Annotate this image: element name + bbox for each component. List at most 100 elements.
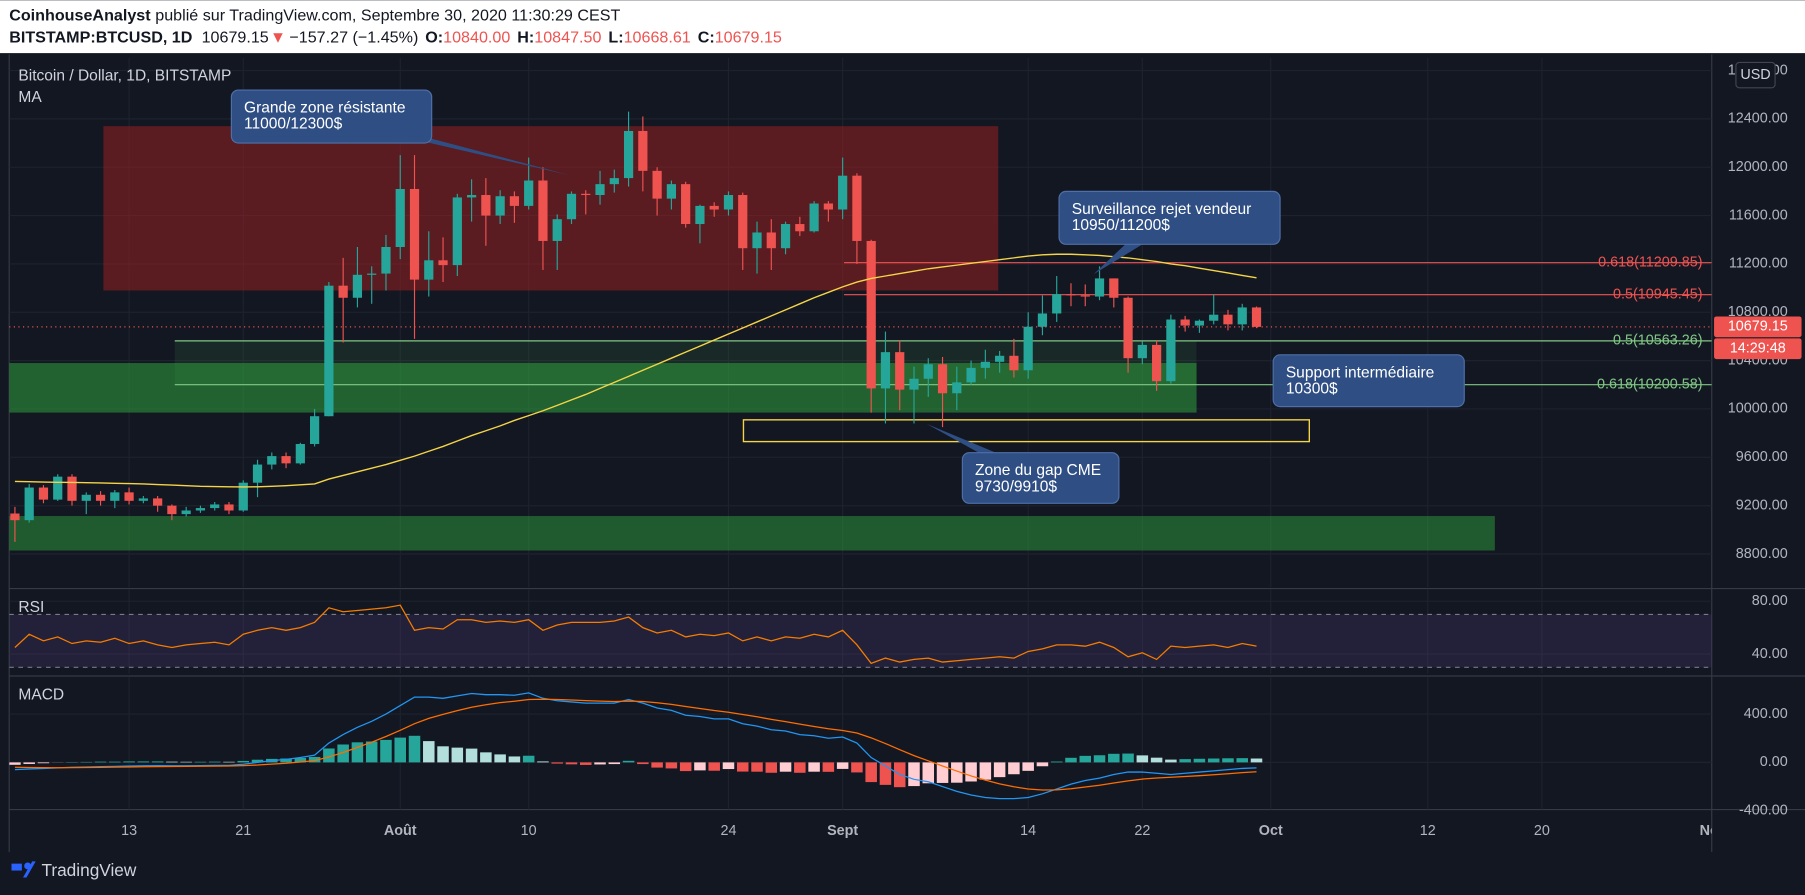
histogram-bar <box>580 762 592 765</box>
histogram-bar <box>1108 753 1120 763</box>
candle-body <box>838 175 848 210</box>
fib-label: 0.5(10563.26) <box>1613 333 1703 349</box>
candle-body <box>709 205 719 210</box>
histogram-bar <box>508 756 521 763</box>
histogram-bar <box>451 747 464 763</box>
candle-body <box>153 498 163 506</box>
histogram-bar <box>979 762 992 780</box>
ohlc-key: C: <box>698 29 715 47</box>
candle-body <box>1066 294 1076 296</box>
histogram-bar <box>380 739 392 763</box>
histogram-bar <box>437 746 449 763</box>
histogram-bar <box>323 748 335 763</box>
candle-body <box>295 444 305 464</box>
histogram-bar <box>365 741 378 763</box>
x-tick-label: Oct <box>1259 823 1283 839</box>
histogram-bar <box>1136 755 1149 763</box>
zone <box>742 419 1311 443</box>
candle-body <box>238 482 248 511</box>
callout-text: 10300$ <box>1286 380 1338 397</box>
histogram-bar <box>208 761 221 763</box>
currency-box[interactable] <box>1735 61 1776 89</box>
histogram-bar <box>993 762 1006 778</box>
ohlc-value: 10847.50 <box>534 29 601 47</box>
pane-title: Bitcoin / Dollar, 1D, BITSTAMP <box>18 67 231 84</box>
histogram-bar <box>1179 759 1191 763</box>
histogram-bar <box>394 737 406 763</box>
candle-body <box>695 205 705 225</box>
y-tick-label: 11600.00 <box>1729 207 1788 223</box>
ohlc-value: 10840.00 <box>443 29 510 47</box>
x-tick-label: 10 <box>521 823 537 839</box>
histogram-bar <box>936 762 949 783</box>
y-tick-label: 9600.00 <box>1736 449 1788 465</box>
candle-body <box>138 498 148 501</box>
y-tick-label: 400.00 <box>1744 706 1788 722</box>
candle-body <box>1109 278 1119 298</box>
signal-line <box>14 698 1257 791</box>
callout-text: 11000/12300$ <box>244 116 343 133</box>
histogram-bar <box>1093 755 1106 763</box>
histogram-bar <box>1193 758 1206 763</box>
x-tick-label: 22 <box>1134 823 1150 839</box>
candle-body <box>38 487 49 500</box>
candle-body <box>1152 344 1162 382</box>
histogram-bar <box>494 754 506 763</box>
histogram-bar <box>109 761 121 763</box>
candle-body <box>809 203 819 232</box>
candle-body <box>923 364 933 379</box>
candle-body <box>952 382 962 394</box>
histogram-bar <box>751 762 763 772</box>
candle-body <box>53 476 63 500</box>
histogram-bar <box>151 761 164 763</box>
candle-body <box>381 246 391 274</box>
histogram-bar <box>23 762 35 764</box>
indicator-label: MA <box>18 89 42 106</box>
y-tick-label: 80.00 <box>1752 593 1788 609</box>
histogram-bar <box>280 758 292 763</box>
candle-body <box>609 178 619 185</box>
arrow: ▼ <box>270 29 286 47</box>
candle-body <box>909 378 919 390</box>
histogram-bar <box>1065 757 1077 763</box>
candle-body <box>195 508 206 511</box>
candle-body <box>823 203 833 210</box>
callout-title: Surveillance rejet vendeur <box>1072 201 1252 218</box>
histogram-bar <box>223 761 235 763</box>
y-tick-label: 12400.00 <box>1728 111 1788 127</box>
histogram-bar <box>337 744 349 763</box>
histogram-bar <box>37 762 50 764</box>
histogram-bar <box>1122 753 1134 763</box>
x-tick-label: 21 <box>235 823 251 839</box>
y-tick-label: -400.00 <box>1739 803 1788 819</box>
x-tick-label: Sept <box>827 823 858 839</box>
y-tick-label: 9200.00 <box>1736 497 1788 513</box>
x-tick-label: Nov <box>1700 823 1727 839</box>
candle-body <box>1194 320 1205 326</box>
candle-body <box>252 464 263 483</box>
symbol-line: BITSTAMP:BTCUSD, 1D 10679.15▼ −157.27 (−1.… <box>9 29 782 47</box>
candle-body <box>552 219 562 241</box>
candle-body <box>581 193 591 196</box>
histogram-bar <box>1207 758 1220 763</box>
callout-title: Grande zone résistante <box>244 100 405 117</box>
pane-frame <box>8 54 1805 853</box>
histogram-bar <box>736 762 749 772</box>
currency: USD <box>1740 67 1770 83</box>
callout-box <box>1058 190 1281 245</box>
pane-title: MACD <box>18 687 64 704</box>
candle-body <box>95 494 106 501</box>
candle-body <box>1223 314 1233 325</box>
x-tick-label: 24 <box>720 823 736 839</box>
candle-body <box>666 184 676 199</box>
histogram-bar <box>137 761 150 763</box>
histogram-bar <box>865 762 877 783</box>
histogram-bar <box>922 762 935 784</box>
histogram-bar <box>1250 758 1263 763</box>
rsi-line <box>14 604 1257 665</box>
candle-body <box>24 487 34 521</box>
candle-body <box>880 352 891 389</box>
candle-body <box>338 285 348 298</box>
histogram-bar <box>94 761 107 763</box>
